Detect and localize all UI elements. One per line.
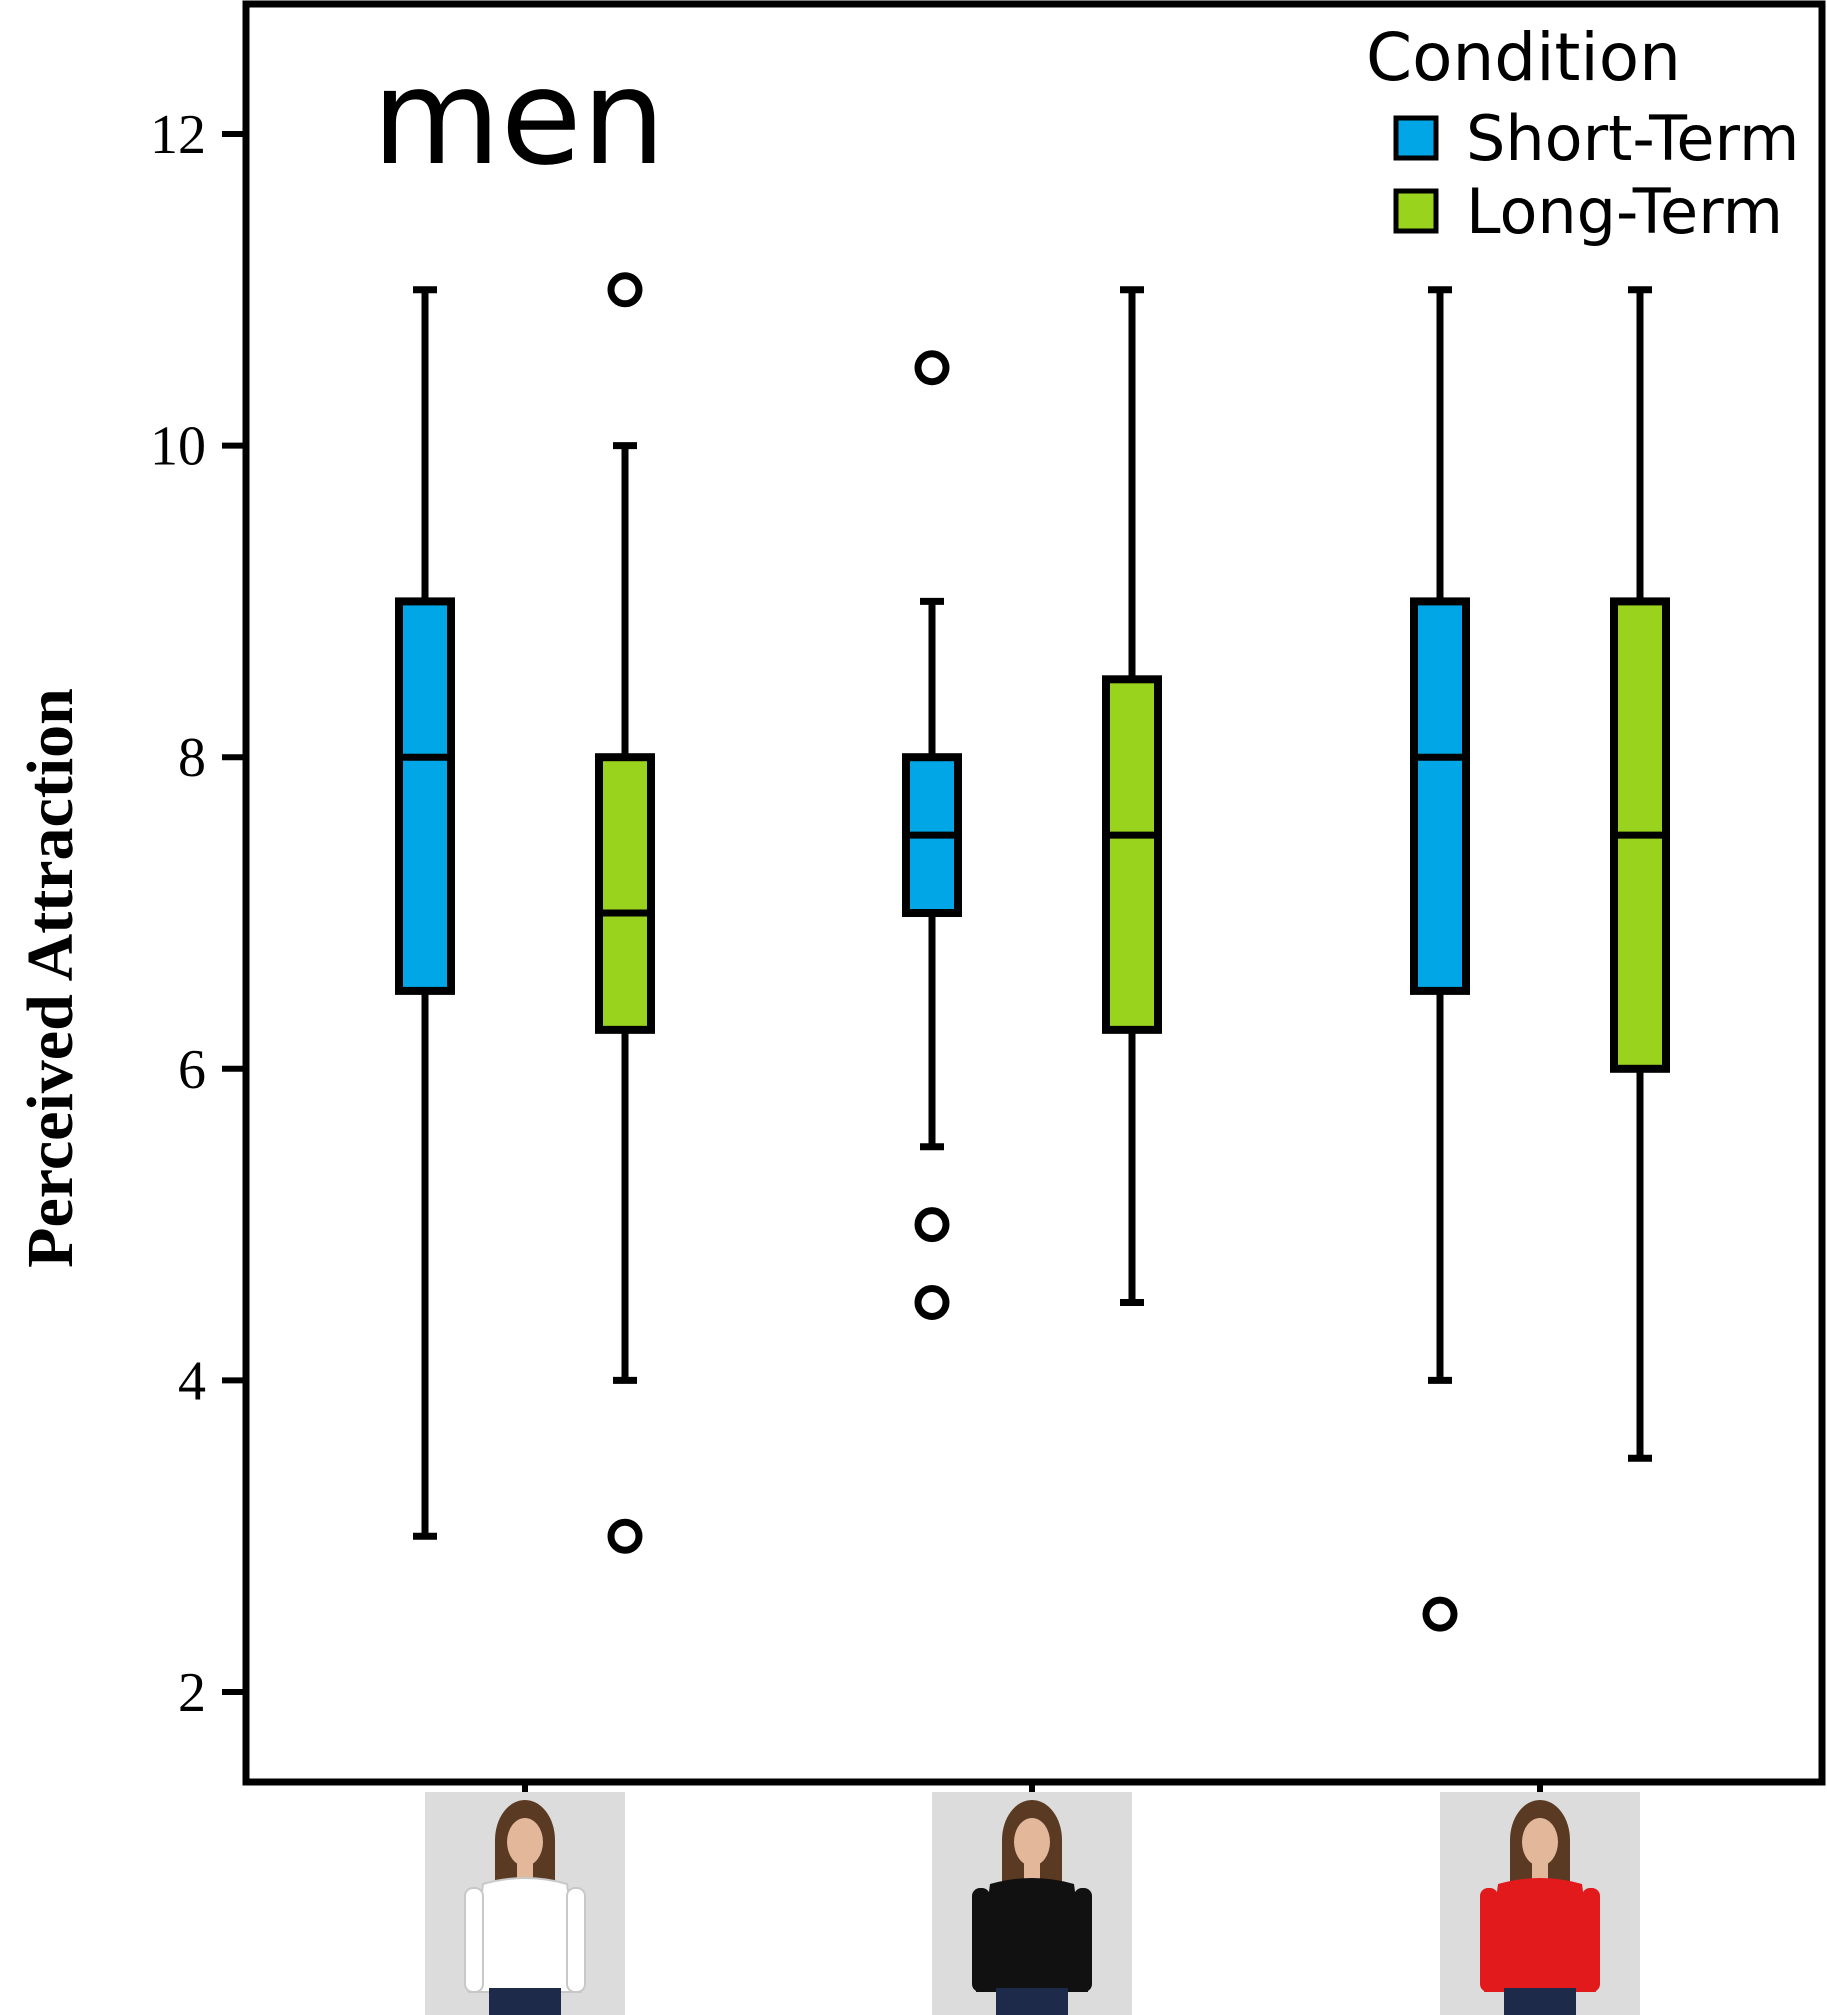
y-tick-label-10: 10	[150, 416, 206, 478]
box-iqr	[595, 753, 655, 1034]
sleeve-left	[1480, 1888, 1498, 1992]
outlier-point-2	[914, 1207, 950, 1243]
face	[1522, 1818, 1558, 1866]
outlier-point-2	[607, 1518, 643, 1554]
neck	[517, 1862, 533, 1880]
box-iqr	[395, 597, 455, 995]
legend-title: Condition	[1366, 19, 1681, 96]
y-axis-label: Perceived Attraction	[14, 688, 87, 1268]
face	[507, 1818, 543, 1866]
box-long-term-2	[1102, 286, 1162, 1306]
sleeve-right	[1074, 1888, 1092, 1992]
outlier-point-1	[607, 272, 643, 308]
box-long-term-1	[595, 272, 655, 1554]
sleeve-left	[972, 1888, 990, 1992]
sleeve-right	[566, 1887, 586, 1993]
y-tick-label-8: 8	[178, 727, 206, 789]
legend-swatch-short-term	[1393, 115, 1439, 161]
box-iqr	[1410, 597, 1470, 995]
face	[1014, 1818, 1050, 1866]
plot-frame	[242, 0, 1826, 1786]
legend-label-long-term: Long-Term	[1466, 175, 1783, 248]
outlier-point-1	[1422, 1596, 1458, 1632]
woman-white-shirt-image	[425, 1792, 625, 2015]
box-long-term-3	[1610, 286, 1670, 1462]
y-tick-label-12: 12	[150, 104, 206, 166]
sleeve-left	[464, 1887, 484, 1993]
y-tick-label-4: 4	[178, 1350, 206, 1412]
box-short-term-3	[1410, 286, 1470, 1632]
woman-red-shirt-image	[1440, 1792, 1640, 2015]
shirt	[1484, 1878, 1596, 1992]
neck	[1024, 1862, 1040, 1880]
y-tick-label-6: 6	[178, 1039, 206, 1101]
box-short-term-2	[902, 350, 962, 1320]
box-short-term-1	[395, 286, 455, 1540]
neck	[1532, 1862, 1548, 1880]
shirt	[976, 1878, 1088, 1992]
jeans	[1504, 1988, 1576, 2015]
legend-label-short-term: Short-Term	[1466, 102, 1799, 175]
jeans	[996, 1988, 1068, 2015]
shirt	[467, 1877, 583, 1993]
sleeve-right	[1582, 1888, 1600, 1992]
outlier-point-1	[914, 350, 950, 386]
legend-swatch-long-term	[1393, 188, 1439, 234]
box-iqr	[1102, 675, 1162, 1034]
jeans	[489, 1988, 561, 2015]
woman-black-shirt-image	[932, 1792, 1132, 2015]
panel-title: men	[372, 41, 665, 195]
y-tick-label-2: 2	[178, 1662, 206, 1724]
outlier-point-3	[914, 1285, 950, 1320]
